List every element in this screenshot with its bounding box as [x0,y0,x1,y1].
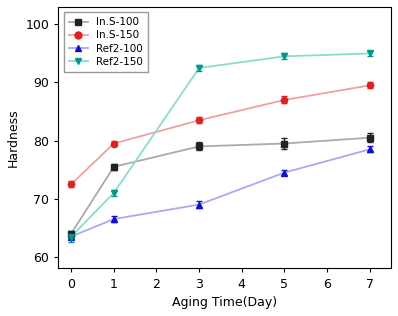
X-axis label: Aging Time(Day): Aging Time(Day) [172,296,277,309]
Y-axis label: Hardness: Hardness [7,108,20,167]
Legend: In.S-100, In.S-150, Ref2-100, Ref2-150: In.S-100, In.S-150, Ref2-100, Ref2-150 [64,12,148,72]
